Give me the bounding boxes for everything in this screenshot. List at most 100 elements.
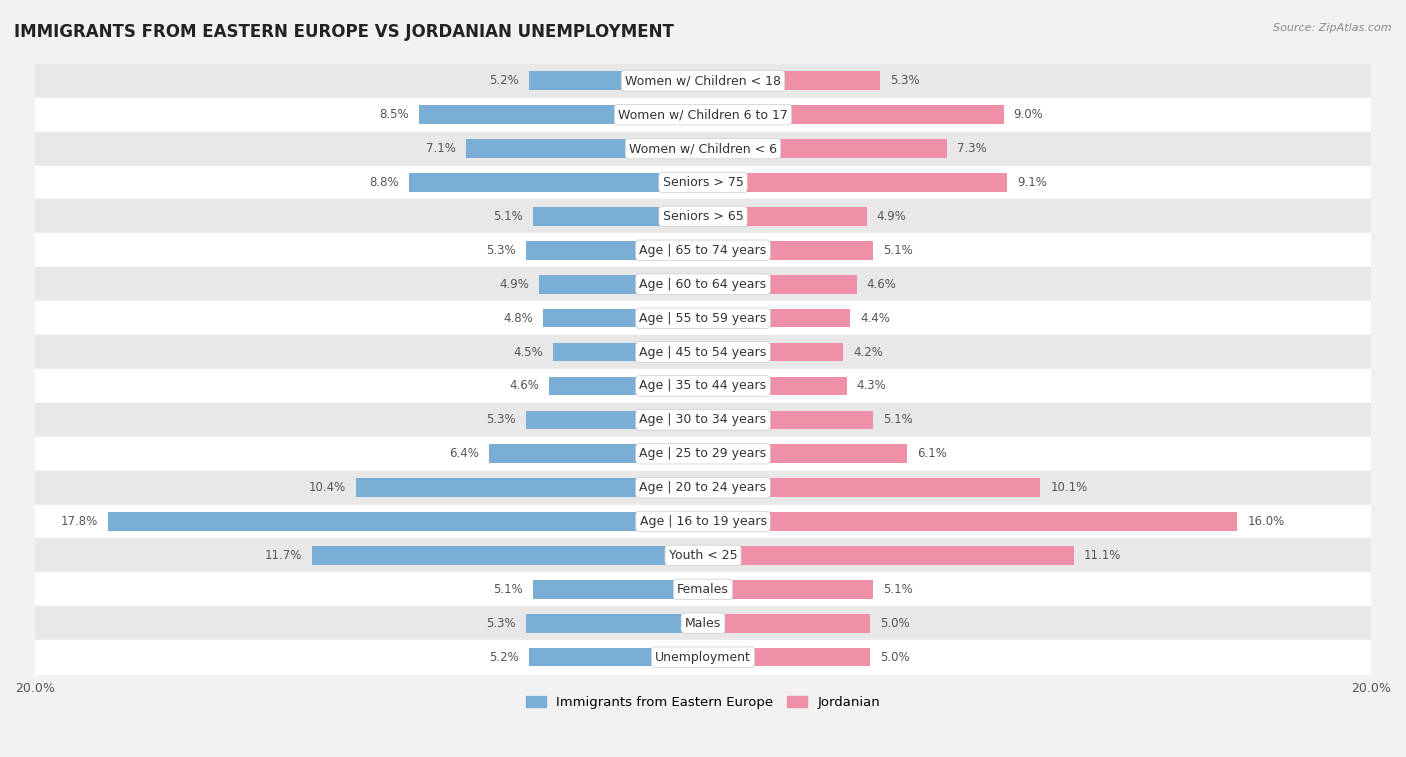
Text: 11.1%: 11.1%	[1084, 549, 1121, 562]
Bar	[533, 580, 703, 599]
Text: 8.8%: 8.8%	[370, 176, 399, 189]
Text: Women w/ Children < 18: Women w/ Children < 18	[626, 74, 780, 87]
Bar	[35, 369, 1371, 403]
Bar	[35, 640, 1371, 674]
Bar	[35, 606, 1371, 640]
Text: 4.3%: 4.3%	[856, 379, 886, 392]
Bar	[543, 309, 703, 328]
Bar	[703, 207, 866, 226]
Bar	[540, 275, 703, 294]
Text: 5.3%: 5.3%	[486, 617, 516, 630]
Text: Age | 60 to 64 years: Age | 60 to 64 years	[640, 278, 766, 291]
Bar	[550, 376, 703, 395]
Bar	[703, 275, 856, 294]
Text: 5.1%: 5.1%	[883, 583, 912, 596]
Bar	[465, 139, 703, 158]
Text: 4.2%: 4.2%	[853, 345, 883, 359]
Bar	[533, 207, 703, 226]
Text: 9.1%: 9.1%	[1017, 176, 1047, 189]
Text: 4.5%: 4.5%	[513, 345, 543, 359]
Text: 5.1%: 5.1%	[883, 413, 912, 426]
Text: 4.9%: 4.9%	[877, 210, 907, 223]
Text: Seniors > 65: Seniors > 65	[662, 210, 744, 223]
Bar	[35, 301, 1371, 335]
Text: Females: Females	[678, 583, 728, 596]
Text: 4.8%: 4.8%	[503, 312, 533, 325]
Text: 17.8%: 17.8%	[60, 515, 98, 528]
Bar	[35, 403, 1371, 437]
Bar	[703, 546, 1074, 565]
Text: 5.3%: 5.3%	[890, 74, 920, 87]
Text: Age | 25 to 29 years: Age | 25 to 29 years	[640, 447, 766, 460]
Bar	[703, 444, 907, 463]
Bar	[35, 505, 1371, 538]
Text: 5.0%: 5.0%	[880, 651, 910, 664]
Text: 4.9%: 4.9%	[499, 278, 529, 291]
Text: 7.1%: 7.1%	[426, 142, 456, 155]
Text: 5.1%: 5.1%	[494, 583, 523, 596]
Text: 7.3%: 7.3%	[957, 142, 987, 155]
Text: 5.3%: 5.3%	[486, 413, 516, 426]
Bar	[35, 437, 1371, 471]
Bar	[703, 139, 946, 158]
Text: 5.2%: 5.2%	[489, 74, 519, 87]
Text: Source: ZipAtlas.com: Source: ZipAtlas.com	[1274, 23, 1392, 33]
Text: 10.4%: 10.4%	[308, 481, 346, 494]
Bar	[529, 71, 703, 90]
Bar	[703, 71, 880, 90]
Text: IMMIGRANTS FROM EASTERN EUROPE VS JORDANIAN UNEMPLOYMENT: IMMIGRANTS FROM EASTERN EUROPE VS JORDAN…	[14, 23, 673, 41]
Text: Youth < 25: Youth < 25	[669, 549, 737, 562]
Bar	[526, 410, 703, 429]
Text: 6.1%: 6.1%	[917, 447, 946, 460]
Text: Age | 55 to 59 years: Age | 55 to 59 years	[640, 312, 766, 325]
Bar	[553, 343, 703, 361]
Text: 16.0%: 16.0%	[1247, 515, 1285, 528]
Bar	[703, 478, 1040, 497]
Bar	[356, 478, 703, 497]
Bar	[35, 199, 1371, 233]
Text: Age | 30 to 34 years: Age | 30 to 34 years	[640, 413, 766, 426]
Bar	[526, 614, 703, 633]
Text: Age | 45 to 54 years: Age | 45 to 54 years	[640, 345, 766, 359]
Bar	[35, 233, 1371, 267]
Text: 5.0%: 5.0%	[880, 617, 910, 630]
Bar	[489, 444, 703, 463]
Text: Males: Males	[685, 617, 721, 630]
Bar	[703, 173, 1007, 192]
Text: Women w/ Children < 6: Women w/ Children < 6	[628, 142, 778, 155]
Text: 8.5%: 8.5%	[380, 108, 409, 121]
Text: Age | 16 to 19 years: Age | 16 to 19 years	[640, 515, 766, 528]
Bar	[35, 166, 1371, 199]
Text: 10.1%: 10.1%	[1050, 481, 1088, 494]
Bar	[312, 546, 703, 565]
Text: 6.4%: 6.4%	[450, 447, 479, 460]
Text: Unemployment: Unemployment	[655, 651, 751, 664]
Bar	[703, 376, 846, 395]
Text: 4.4%: 4.4%	[860, 312, 890, 325]
Bar	[108, 512, 703, 531]
Bar	[35, 267, 1371, 301]
Bar	[35, 335, 1371, 369]
Legend: Immigrants from Eastern Europe, Jordanian: Immigrants from Eastern Europe, Jordania…	[520, 690, 886, 714]
Text: Age | 20 to 24 years: Age | 20 to 24 years	[640, 481, 766, 494]
Text: 5.2%: 5.2%	[489, 651, 519, 664]
Bar	[703, 512, 1237, 531]
Text: 5.3%: 5.3%	[486, 244, 516, 257]
Bar	[703, 343, 844, 361]
Bar	[35, 132, 1371, 166]
Bar	[703, 614, 870, 633]
Bar	[703, 105, 1004, 124]
Bar	[529, 648, 703, 666]
Text: Age | 35 to 44 years: Age | 35 to 44 years	[640, 379, 766, 392]
Bar	[703, 309, 851, 328]
Text: 4.6%: 4.6%	[509, 379, 540, 392]
Bar	[409, 173, 703, 192]
Bar	[35, 538, 1371, 572]
Bar	[703, 241, 873, 260]
Bar	[35, 98, 1371, 132]
Text: 11.7%: 11.7%	[264, 549, 302, 562]
Text: Age | 65 to 74 years: Age | 65 to 74 years	[640, 244, 766, 257]
Bar	[703, 648, 870, 666]
Text: 5.1%: 5.1%	[883, 244, 912, 257]
Text: Seniors > 75: Seniors > 75	[662, 176, 744, 189]
